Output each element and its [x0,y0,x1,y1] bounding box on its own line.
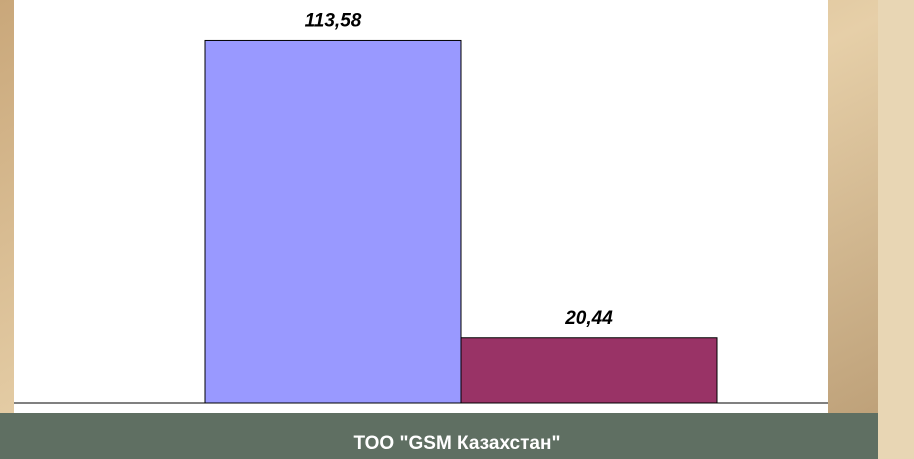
footer-band [0,413,914,459]
bar [460,337,718,404]
data-label: 20,44 [564,308,613,329]
data-label: 113,58 [305,10,362,31]
category-label: ТОО "GSM Казахстан" [354,433,561,454]
side-strip [878,0,914,459]
bar [204,39,462,404]
